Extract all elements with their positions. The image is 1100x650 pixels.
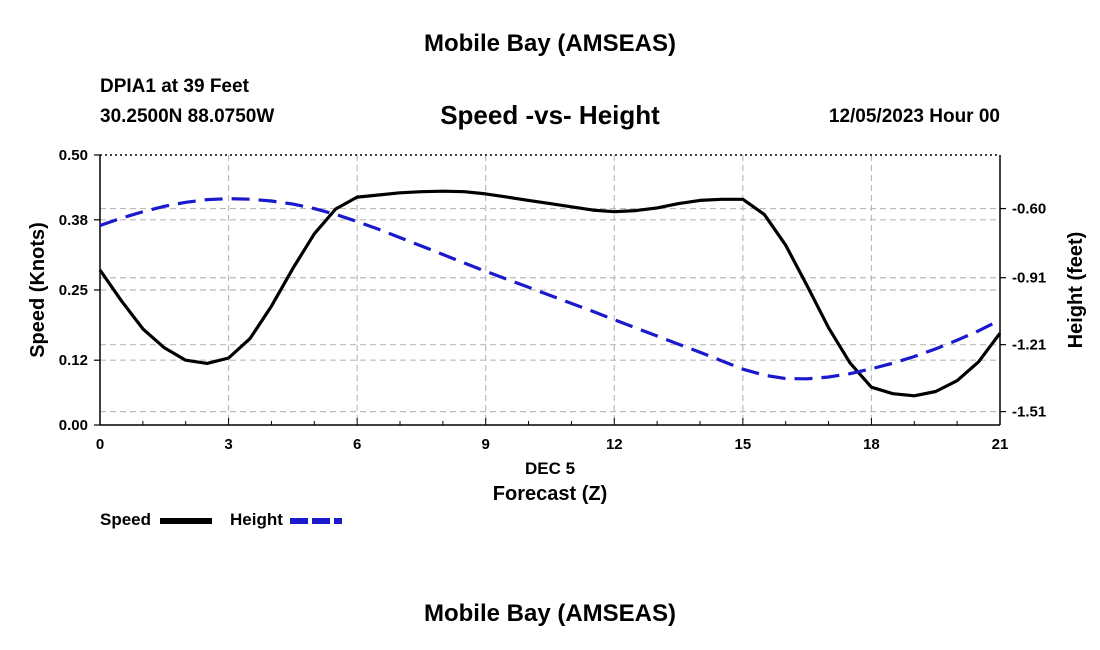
station-coordinates: 30.2500N 88.0750W: [100, 106, 275, 127]
y-left-tick-label: 0.00: [59, 417, 88, 434]
y-right-tick-label: -1.51: [1012, 404, 1046, 421]
legend-speed-label: Speed: [100, 510, 152, 529]
x-tick-label: 12: [606, 436, 623, 453]
x-tick-label: 0: [96, 436, 104, 453]
speed-series-line: [98, 189, 1002, 398]
y-left-tick-label: 0.25: [59, 282, 88, 299]
y-right-tick-label: -0.60: [1012, 201, 1046, 218]
forecast-datetime: 12/05/2023 Hour 00: [828, 106, 1000, 127]
y-right-tick-label: -1.21: [1012, 337, 1046, 354]
y-right-axis-label: Height (feet): [1065, 232, 1087, 349]
y-right-tick-label: -0.91: [1012, 270, 1046, 287]
height-series-line: [99, 197, 1001, 381]
legend-speed-swatch: [160, 518, 212, 524]
chart-subtitle: Speed -vs- Height: [440, 100, 660, 130]
legend-height-label: Height: [230, 510, 283, 529]
x-axis-label: Forecast (Z): [493, 483, 607, 505]
x-tick-label: 3: [224, 436, 232, 453]
chart-title: Mobile Bay (AMSEAS): [423, 30, 677, 57]
x-tick-label: 15: [735, 436, 752, 453]
x-tick-label: 9: [482, 436, 490, 453]
x-axis-date-label: DEC 5: [525, 459, 575, 478]
x-tick-label: 18: [863, 436, 880, 453]
x-tick-label: 6: [353, 436, 361, 453]
y-left-tick-label: 0.50: [59, 147, 88, 164]
y-left-tick-label: 0.12: [59, 352, 88, 369]
x-tick-label: 21: [992, 436, 1009, 453]
y-left-axis-label: Speed (Knots): [27, 222, 49, 358]
legend-height-swatch: [290, 518, 342, 524]
footer-title: Mobile Bay (AMSEAS): [423, 600, 677, 627]
station-label: DPIA1 at 39 Feet: [100, 76, 249, 97]
y-left-tick-label: 0.38: [59, 212, 88, 229]
